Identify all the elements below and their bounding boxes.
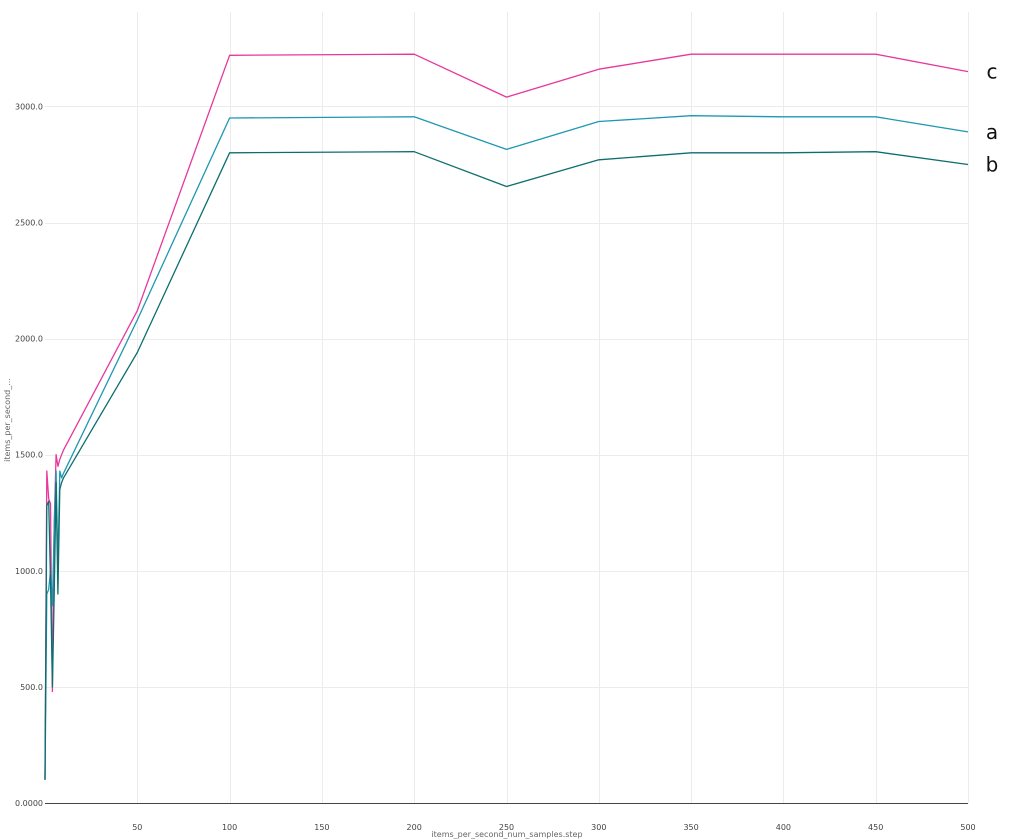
x-tick-label: 450 xyxy=(868,823,883,832)
y-tick-label: 0.0000 xyxy=(15,799,43,808)
series-layer xyxy=(44,53,969,780)
y-tick-label: 1000.0 xyxy=(15,567,43,576)
x-tick-label: 500 xyxy=(960,823,975,832)
x-tick-label: 250 xyxy=(499,823,514,832)
series-line-a xyxy=(44,115,969,780)
x-tick-label: 150 xyxy=(314,823,329,832)
series-label-a: a xyxy=(986,120,998,144)
series-line-b xyxy=(44,151,969,780)
x-tick-label: 200 xyxy=(407,823,422,832)
y-axis-title: items_per_second_... xyxy=(3,378,12,462)
series-label-c: c xyxy=(987,60,998,84)
x-tick-label: 50 xyxy=(132,823,142,832)
grid-layer xyxy=(45,12,969,803)
series-line-c xyxy=(44,53,969,780)
y-tick-label: 500.0 xyxy=(20,683,43,692)
x-tick-label: 350 xyxy=(683,823,698,832)
x-tick-label: 100 xyxy=(222,823,237,832)
y-tick-label: 3000.0 xyxy=(15,102,43,111)
y-tick-label: 2500.0 xyxy=(15,219,43,228)
series-label-b: b xyxy=(986,152,999,176)
x-tick-label: 300 xyxy=(591,823,606,832)
x-tick-label: 400 xyxy=(776,823,791,832)
label-layer: 50 100 150 200 250 300 350 400 450 500 0.0000 500.0… xyxy=(15,60,998,832)
x-axis-title: items_per_second_num_samples.step xyxy=(431,830,582,839)
y-tick-label: 2000.0 xyxy=(15,335,43,344)
y-tick-label: 1500.0 xyxy=(15,451,43,460)
